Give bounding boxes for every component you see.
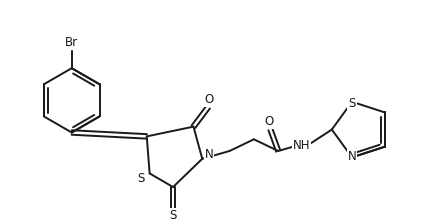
Text: O: O bbox=[265, 115, 274, 128]
Text: N: N bbox=[205, 148, 213, 161]
Text: S: S bbox=[137, 172, 145, 185]
Text: Br: Br bbox=[65, 36, 78, 49]
Text: S: S bbox=[169, 209, 177, 222]
Text: S: S bbox=[349, 97, 356, 110]
Text: N: N bbox=[348, 150, 357, 163]
Text: O: O bbox=[204, 93, 214, 106]
Text: NH: NH bbox=[293, 139, 310, 152]
